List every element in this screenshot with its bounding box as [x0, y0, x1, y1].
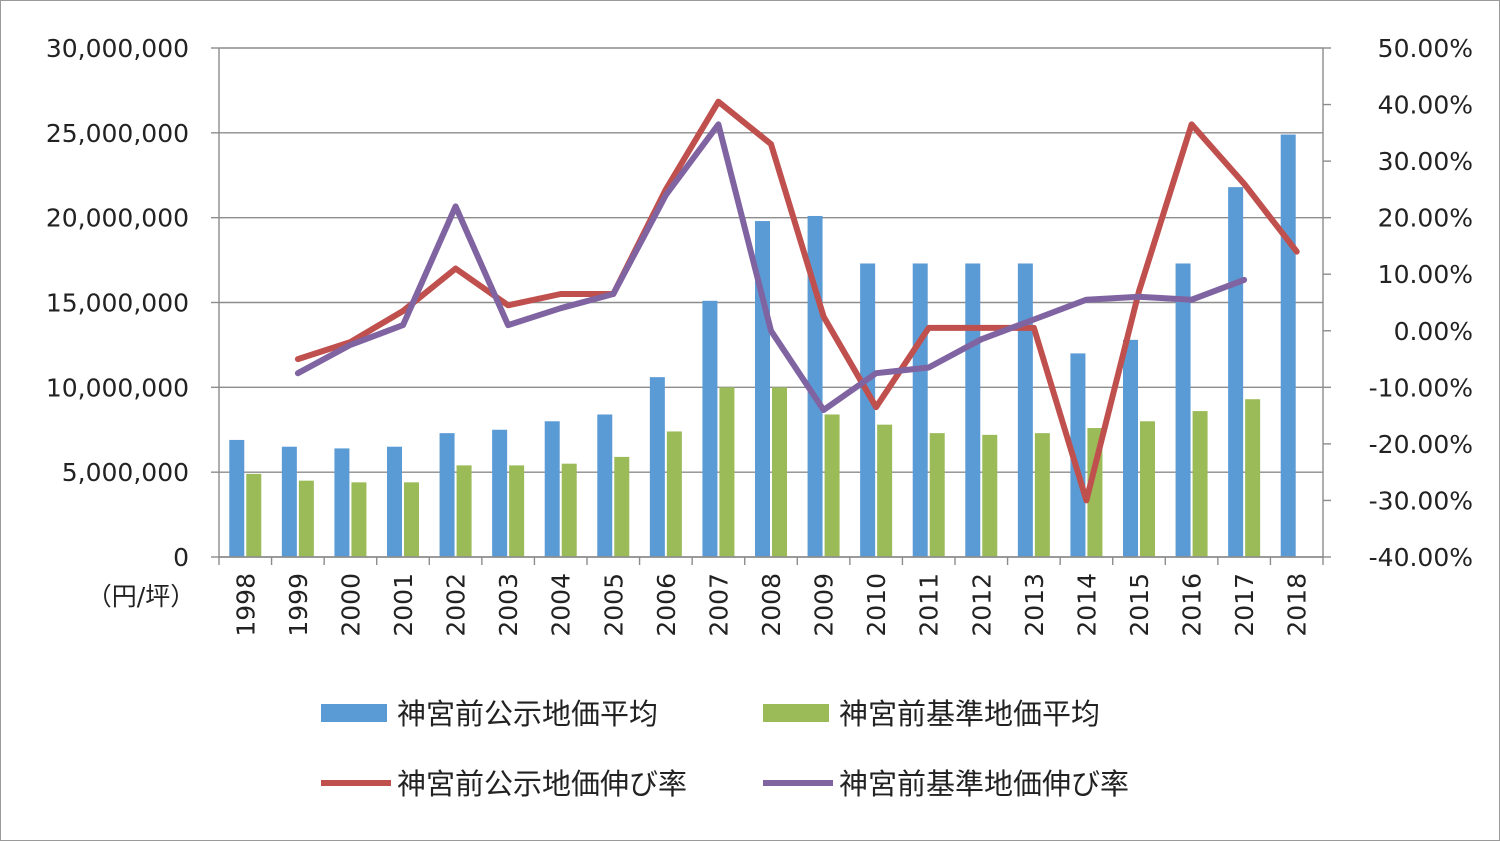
x-tick-label: 2009: [810, 573, 839, 637]
x-tick-label: 2013: [1020, 573, 1049, 637]
x-tick-label: 1999: [284, 573, 313, 637]
left-tick-label: 5,000,000: [62, 458, 189, 487]
x-tick-label: 2012: [967, 573, 996, 637]
right-tick-label: 40.00%: [1378, 91, 1473, 120]
left-tick-label: 25,000,000: [46, 119, 189, 148]
bar-public-2001: [387, 446, 402, 557]
left-tick-label: 15,000,000: [46, 289, 189, 318]
legend-swatch: [321, 704, 387, 722]
x-tick-label: 2010: [862, 573, 891, 637]
bar-standard-2003: [509, 465, 525, 557]
right-axis-ticks: -40.00% -30.00% -20.00% -10.00% 0.00% 10.00% 2…: [1369, 34, 1473, 572]
bar-standard-2017: [1245, 399, 1261, 557]
x-tick-label: 2011: [915, 573, 944, 637]
left-tick-label: 30,000,000: [46, 34, 189, 63]
x-tick-label: 2016: [1178, 573, 1207, 637]
bar-public-2010: [860, 263, 876, 557]
bar-standard-2012: [982, 434, 998, 557]
legend-label: 神宮前基準地価平均: [839, 697, 1100, 731]
bar-public-2012: [965, 263, 981, 557]
x-tick-label: 2007: [704, 573, 733, 637]
bar-public-2005: [597, 414, 613, 557]
bar-public-2000: [334, 448, 350, 557]
right-tick-label: 20.00%: [1378, 204, 1473, 233]
x-tick-label: 2002: [442, 573, 471, 637]
right-tick-label: -40.00%: [1369, 543, 1473, 572]
x-tick-label: 2005: [599, 573, 628, 637]
bar-standard-2000: [351, 482, 367, 557]
bar-standard-2010: [877, 424, 893, 557]
x-tick-label: 2003: [494, 573, 523, 637]
bar-standard-2007: [719, 387, 735, 557]
legend-label: 神宮前公示地価伸び率: [397, 767, 687, 801]
gridlines: [219, 47, 1323, 558]
bar-standard-1998: [246, 473, 262, 557]
axes: [211, 47, 1331, 565]
growth-lines: [294, 98, 1300, 504]
bar-public-2017: [1228, 187, 1244, 558]
bar-public-2002: [439, 433, 455, 557]
x-tick-label: 2004: [547, 573, 576, 637]
bar-standard-2005: [614, 456, 630, 557]
x-axis-ticks: 1998 1999 2000 2001 2002 2003 2004 2005 2006 2007…: [231, 573, 1311, 637]
left-tick-label: 0: [173, 543, 189, 572]
right-tick-label: 10.00%: [1378, 260, 1473, 289]
bar-public-2013: [1017, 263, 1033, 557]
x-tick-label: 2018: [1283, 573, 1312, 637]
bar-public-2004: [544, 421, 560, 557]
line-series-public-growth: [294, 98, 1300, 504]
bar-public-2014: [1070, 353, 1086, 557]
bar-public-2018: [1280, 134, 1296, 557]
bar-public-2015: [1123, 339, 1138, 557]
legend-label: 神宮前公示地価平均: [397, 697, 658, 731]
right-tick-label: -10.00%: [1369, 373, 1473, 402]
bar-public-2011: [912, 263, 928, 557]
legend-label: 神宮前基準地価伸び率: [839, 767, 1129, 801]
x-tick-label: 2014: [1072, 573, 1101, 637]
right-tick-label: 50.00%: [1378, 34, 1473, 63]
bar-public-2003: [492, 429, 508, 557]
x-tick-label: 1998: [231, 573, 260, 637]
left-tick-label: 10,000,000: [46, 373, 189, 402]
bars: [229, 134, 1296, 558]
bar-public-2016: [1175, 263, 1191, 557]
left-tick-label: 20,000,000: [46, 204, 189, 233]
left-axis-ticks: 0 5,000,000 10,000,000 15,000,000 20,000,000…: [46, 34, 189, 572]
bar-standard-2006: [666, 431, 682, 557]
bar-standard-2009: [824, 414, 840, 557]
x-tick-label: 2000: [336, 573, 365, 637]
bar-public-1998: [229, 439, 245, 557]
right-tick-label: 0.00%: [1394, 317, 1473, 346]
line-series-standard-growth: [294, 121, 1248, 413]
right-tick-label: 30.00%: [1378, 147, 1473, 176]
bar-standard-1999: [298, 480, 314, 557]
bar-standard-2004: [561, 463, 577, 557]
bar-standard-2008: [772, 387, 787, 557]
legend-swatch: [763, 704, 829, 722]
left-axis-unit-label: （円/坪）: [87, 582, 195, 611]
x-tick-label: 2015: [1125, 573, 1154, 637]
bar-standard-2015: [1140, 421, 1155, 557]
bar-public-2007: [702, 300, 718, 557]
x-tick-label: 2006: [652, 573, 681, 637]
bar-standard-2011: [929, 433, 945, 557]
right-tick-label: -30.00%: [1369, 486, 1473, 515]
x-tick-label: 2001: [389, 573, 418, 637]
bar-standard-2013: [1034, 433, 1050, 557]
bar-standard-2016: [1192, 411, 1208, 557]
bar-standard-2001: [404, 482, 419, 557]
x-tick-label: 2017: [1230, 573, 1259, 637]
x-tick-label: 2008: [757, 573, 786, 637]
right-tick-label: -20.00%: [1369, 430, 1473, 459]
bar-standard-2002: [456, 465, 472, 557]
bar-public-1999: [281, 446, 297, 557]
bar-public-2006: [649, 377, 665, 557]
